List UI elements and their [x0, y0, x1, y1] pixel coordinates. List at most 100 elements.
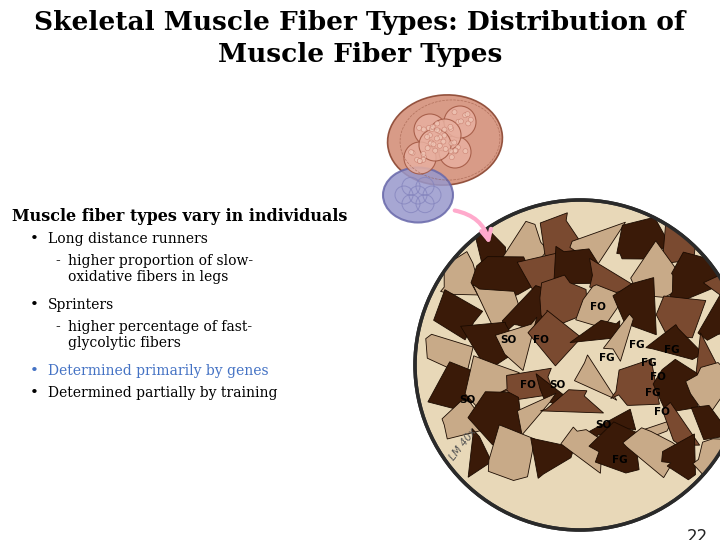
Polygon shape	[441, 252, 482, 295]
Polygon shape	[517, 253, 567, 303]
Ellipse shape	[387, 95, 503, 185]
Text: FG: FG	[629, 340, 645, 350]
Circle shape	[418, 159, 423, 164]
Polygon shape	[656, 296, 706, 338]
Text: higher proportion of slow-
oxidative fibers in legs: higher proportion of slow- oxidative fib…	[68, 254, 253, 284]
Text: FO: FO	[650, 372, 666, 382]
Circle shape	[415, 200, 720, 530]
Polygon shape	[693, 438, 720, 477]
Circle shape	[435, 127, 439, 132]
Circle shape	[420, 157, 426, 163]
Polygon shape	[468, 392, 523, 445]
Polygon shape	[698, 290, 720, 340]
Text: FO: FO	[533, 335, 549, 345]
Polygon shape	[617, 217, 670, 259]
Text: -: -	[55, 320, 60, 334]
Polygon shape	[589, 422, 639, 473]
Circle shape	[443, 146, 448, 152]
Circle shape	[437, 143, 442, 148]
Polygon shape	[536, 374, 577, 410]
Text: Determined partially by training: Determined partially by training	[48, 386, 277, 400]
Text: LM 40x: LM 40x	[448, 427, 479, 462]
Polygon shape	[495, 221, 548, 275]
Circle shape	[449, 141, 454, 146]
Circle shape	[444, 106, 476, 138]
Circle shape	[434, 136, 439, 141]
Polygon shape	[461, 322, 521, 370]
Circle shape	[436, 129, 441, 133]
Circle shape	[451, 140, 456, 145]
Circle shape	[419, 129, 451, 161]
Polygon shape	[554, 246, 611, 284]
Circle shape	[449, 154, 454, 160]
Text: FO: FO	[654, 407, 670, 417]
Text: Skeletal Muscle Fiber Types: Distribution of: Skeletal Muscle Fiber Types: Distributio…	[35, 10, 685, 35]
Polygon shape	[518, 393, 556, 435]
Polygon shape	[468, 429, 492, 477]
Polygon shape	[575, 355, 617, 400]
Text: FO: FO	[520, 380, 536, 390]
Circle shape	[466, 121, 471, 126]
Text: SO: SO	[459, 395, 475, 405]
Text: •: •	[30, 298, 39, 312]
Polygon shape	[611, 359, 660, 406]
Text: FG: FG	[645, 388, 661, 398]
Polygon shape	[465, 356, 519, 415]
Polygon shape	[653, 359, 701, 413]
Polygon shape	[541, 390, 603, 413]
Text: SO: SO	[500, 335, 516, 345]
Text: FO: FO	[590, 302, 606, 312]
Polygon shape	[570, 320, 620, 342]
Text: FG: FG	[642, 358, 657, 368]
Circle shape	[453, 148, 458, 153]
Circle shape	[425, 146, 430, 151]
Circle shape	[429, 140, 433, 145]
Circle shape	[426, 125, 431, 131]
Circle shape	[410, 150, 415, 156]
Text: higher percentage of fast-
glycolytic fibers: higher percentage of fast- glycolytic fi…	[68, 320, 252, 350]
Text: FG: FG	[612, 455, 628, 465]
Circle shape	[429, 126, 434, 132]
Polygon shape	[691, 406, 720, 440]
Text: 22: 22	[687, 528, 708, 540]
Circle shape	[449, 148, 454, 153]
Text: SO: SO	[595, 420, 611, 430]
Polygon shape	[662, 402, 700, 445]
Circle shape	[441, 139, 446, 144]
Circle shape	[452, 110, 457, 114]
Polygon shape	[662, 434, 696, 480]
Polygon shape	[500, 368, 554, 401]
Polygon shape	[528, 310, 581, 366]
Polygon shape	[561, 427, 603, 473]
Text: SO: SO	[549, 380, 565, 390]
Circle shape	[468, 117, 473, 122]
Circle shape	[463, 113, 468, 118]
Text: •: •	[30, 364, 39, 378]
Polygon shape	[703, 267, 720, 302]
Polygon shape	[540, 275, 588, 329]
Polygon shape	[433, 289, 482, 340]
Circle shape	[459, 119, 464, 124]
Polygon shape	[503, 286, 552, 333]
Circle shape	[428, 133, 432, 138]
Circle shape	[435, 121, 440, 126]
Polygon shape	[576, 285, 629, 328]
Text: Determined primarily by genes: Determined primarily by genes	[48, 364, 269, 378]
Circle shape	[421, 154, 426, 160]
Circle shape	[463, 148, 468, 154]
Ellipse shape	[383, 167, 453, 222]
Polygon shape	[590, 258, 637, 293]
Text: -: -	[55, 254, 60, 268]
Polygon shape	[603, 314, 634, 361]
Circle shape	[421, 151, 426, 157]
Circle shape	[465, 112, 470, 117]
Polygon shape	[631, 241, 688, 298]
Circle shape	[431, 142, 436, 147]
Circle shape	[425, 134, 430, 139]
Circle shape	[404, 142, 436, 174]
Text: FG: FG	[599, 353, 615, 363]
Polygon shape	[473, 284, 521, 342]
Polygon shape	[540, 213, 588, 271]
Circle shape	[417, 159, 422, 164]
Circle shape	[448, 124, 453, 130]
